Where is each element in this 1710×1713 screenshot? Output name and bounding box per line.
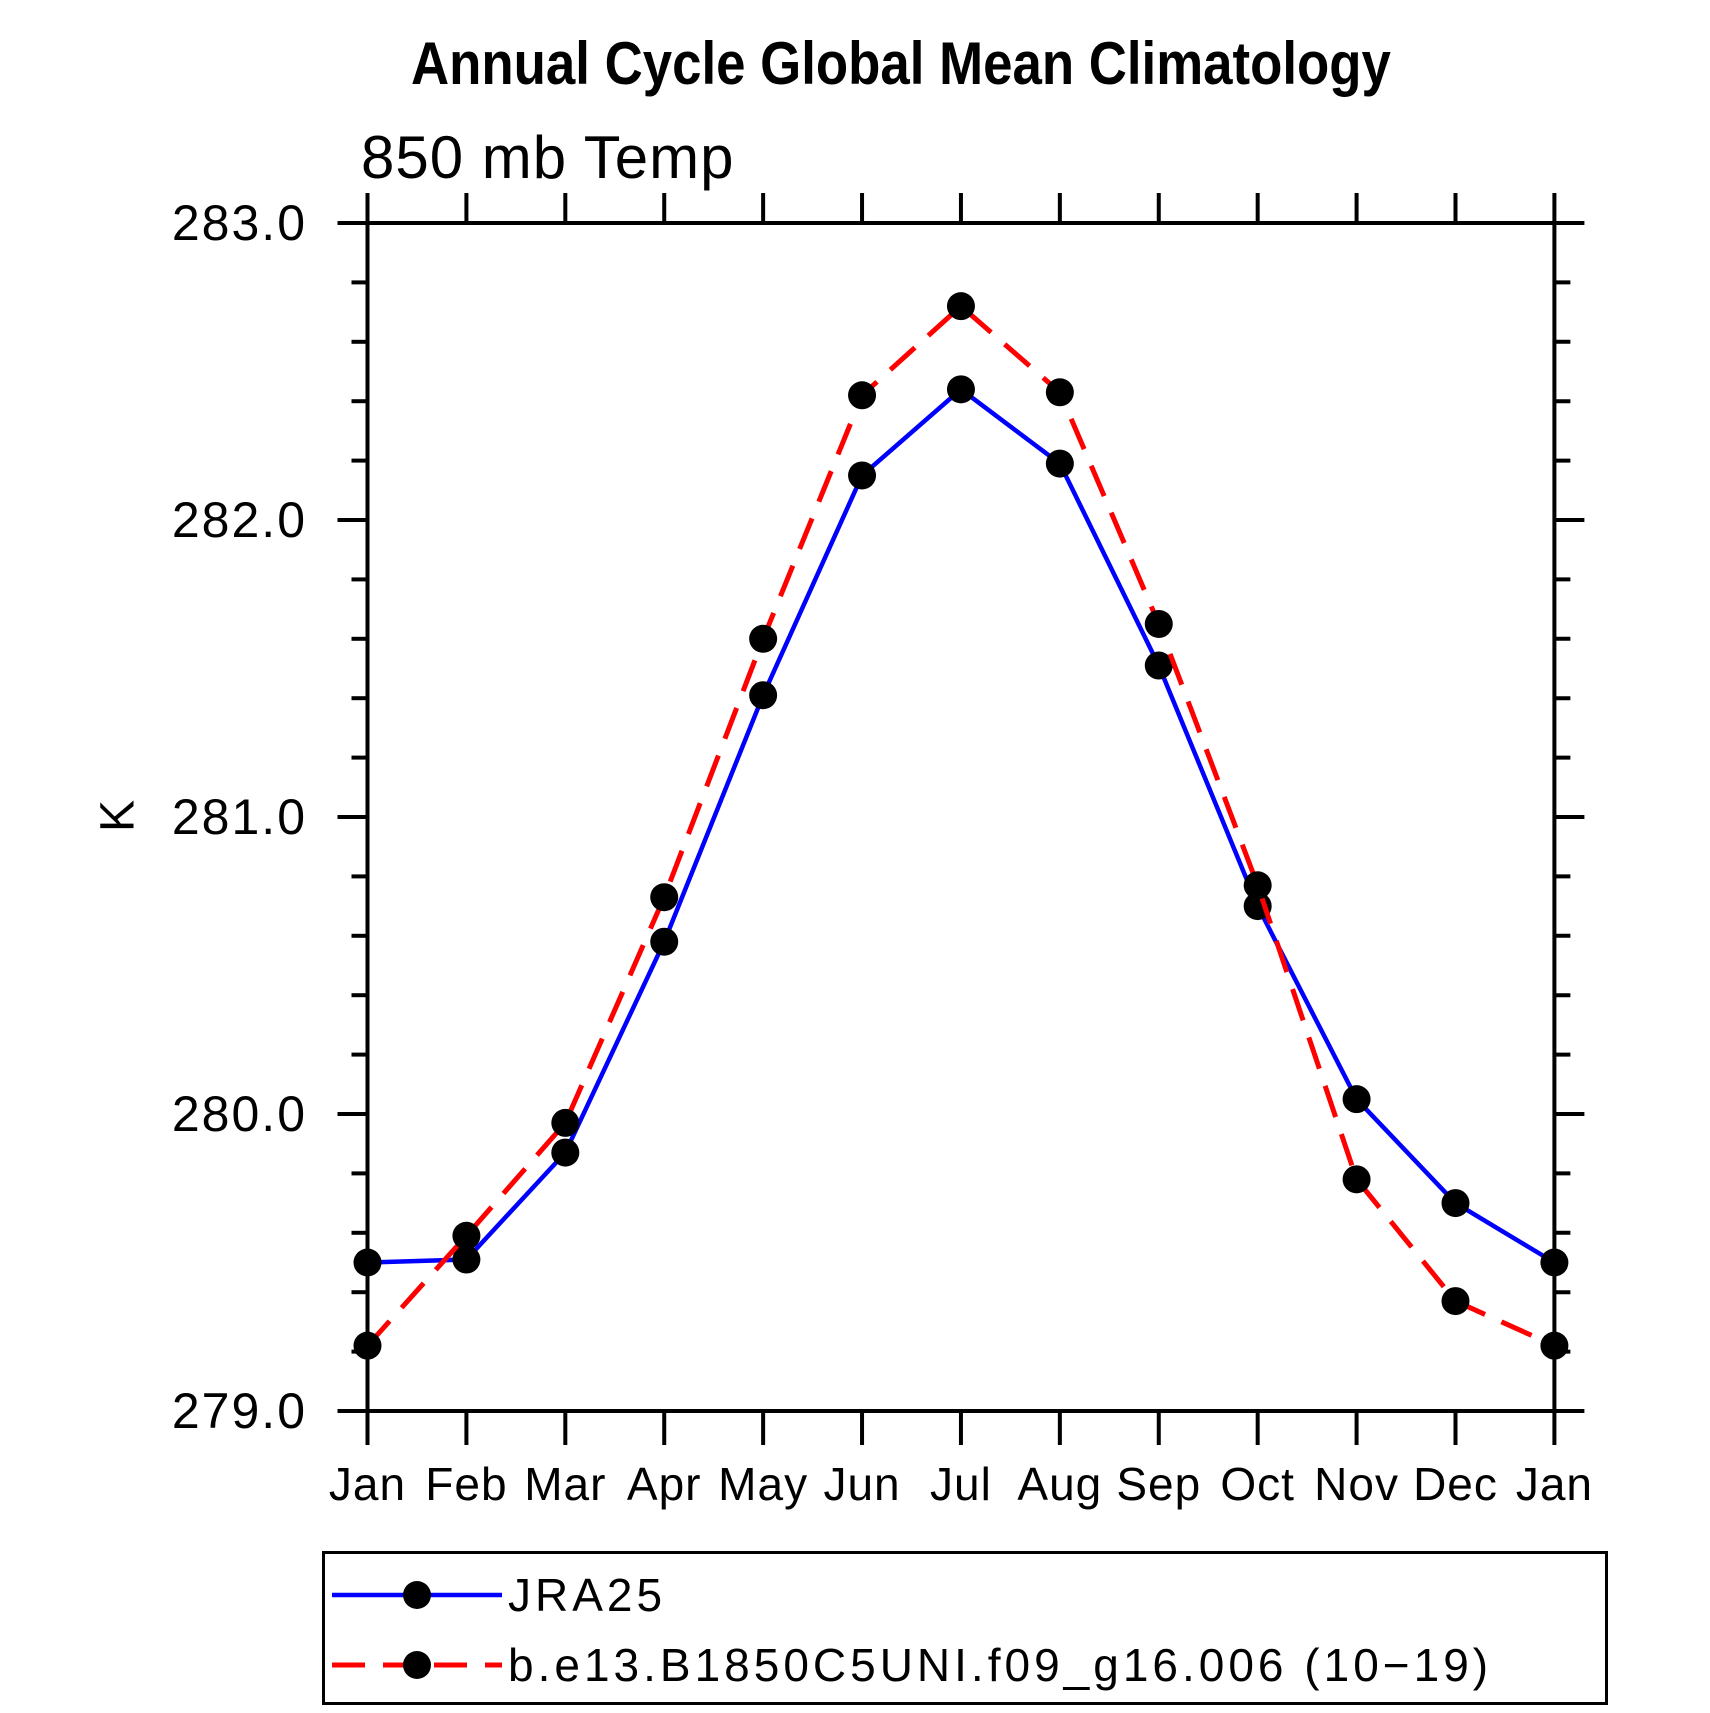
data-point-marker: [1540, 1248, 1569, 1277]
data-point-marker: [1045, 378, 1074, 407]
x-tick-label: Dec: [1413, 1458, 1498, 1510]
data-point-marker: [452, 1221, 481, 1250]
data-point-marker: [650, 883, 679, 912]
legend: JRA25 b.e13.B1850C5UNI.f09_g16.006 (10−1…: [322, 1551, 1608, 1705]
data-point-marker: [1342, 1085, 1371, 1114]
legend-item-jra25: JRA25: [330, 1569, 666, 1621]
x-tick-label: Sep: [1116, 1458, 1201, 1510]
data-point-marker: [946, 375, 975, 404]
data-point-marker: [452, 1245, 481, 1274]
legend-label-model: b.e13.B1850C5UNI.f09_g16.006 (10−19): [508, 1639, 1493, 1691]
x-tick-label: Oct: [1220, 1458, 1295, 1510]
y-tick-label: 279.0: [172, 1383, 307, 1439]
x-tick-label: Feb: [425, 1458, 507, 1510]
x-tick-label: Apr: [627, 1458, 702, 1510]
x-tick-label: May: [718, 1458, 808, 1510]
data-point-marker: [749, 681, 778, 710]
legend-marker-dot-icon: [403, 1651, 431, 1679]
data-point-marker: [353, 1331, 382, 1360]
data-point-marker: [1144, 609, 1173, 638]
x-tick-label: Aug: [1017, 1458, 1102, 1510]
data-point-marker: [1441, 1287, 1470, 1316]
x-tick-label: Jul: [930, 1458, 992, 1510]
x-tick-label: Jan: [1516, 1458, 1593, 1510]
data-point-marker: [551, 1108, 580, 1137]
data-point-marker: [650, 927, 679, 956]
data-point-marker: [1144, 651, 1173, 680]
y-tick-label: 280.0: [172, 1086, 307, 1142]
y-tick-label: 283.0: [172, 195, 307, 251]
data-point-marker: [848, 381, 877, 410]
chart-title: Annual Cycle Global Mean Climatology: [411, 30, 1391, 97]
x-tick-label: Nov: [1314, 1458, 1399, 1510]
legend-label-jra25: JRA25: [508, 1569, 667, 1621]
data-point-marker: [1540, 1331, 1569, 1360]
data-point-marker: [946, 292, 975, 321]
series-line-jra25: [367, 386, 1556, 1265]
legend-marker-dot-icon: [403, 1581, 431, 1609]
series-line-b-e13-b1850c5uni-f09-g16-006-10-19-: [365, 302, 1556, 1348]
data-point-marker: [749, 624, 778, 653]
legend-line-sample-solid: [332, 1581, 502, 1609]
legend-item-model: b.e13.B1850C5UNI.f09_g16.006 (10−19): [330, 1639, 1492, 1691]
data-point-marker: [1441, 1189, 1470, 1218]
chart-subtitle: 850 mb Temp: [361, 124, 735, 191]
data-point-marker: [353, 1248, 382, 1277]
data-point-marker: [848, 461, 877, 490]
legend-line-sample-dashed: [332, 1651, 502, 1679]
data-point-marker: [1243, 871, 1272, 900]
y-tick-label: 281.0: [172, 789, 307, 845]
x-tick-label: Jun: [823, 1458, 900, 1510]
x-tick-label: Jan: [329, 1458, 406, 1510]
data-point-marker: [551, 1138, 580, 1167]
data-point-marker: [1342, 1165, 1371, 1194]
data-point-marker: [1045, 449, 1074, 478]
x-tick-label: Mar: [524, 1458, 606, 1510]
y-tick-label: 282.0: [172, 492, 307, 548]
